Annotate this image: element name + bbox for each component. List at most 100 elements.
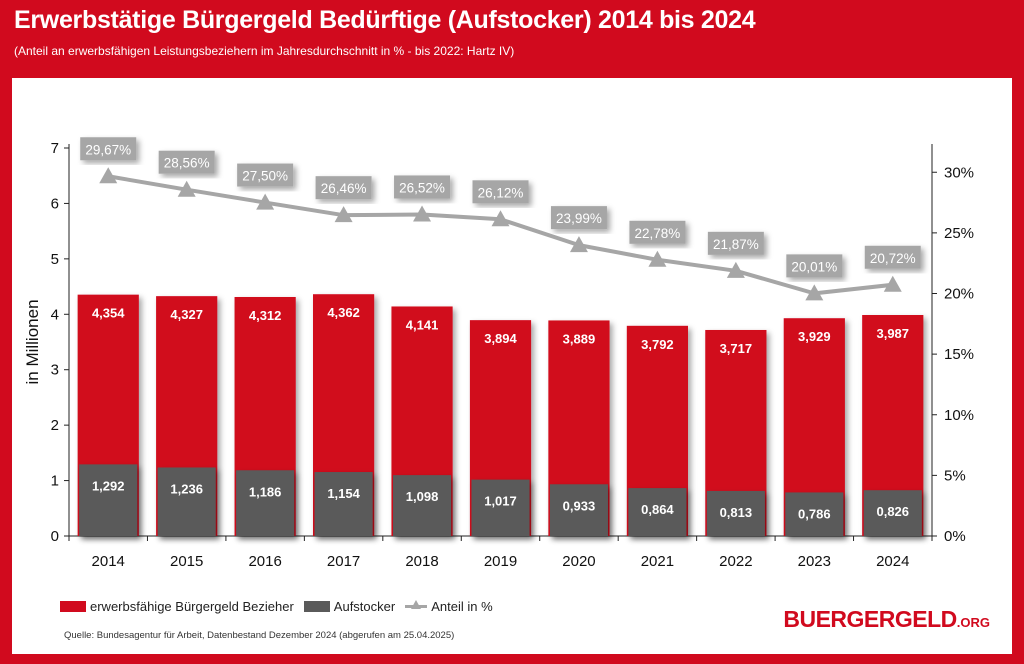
bar-label-primary: 3,894 <box>484 331 517 346</box>
line-label: 27,50% <box>242 169 288 184</box>
line-label: 29,67% <box>85 142 131 157</box>
bar-label-primary: 4,362 <box>327 305 360 320</box>
y-tick-label-left: 0 <box>51 528 59 545</box>
bar-label-secondary: 1,017 <box>484 494 517 509</box>
bar-label-primary: 4,312 <box>249 308 282 323</box>
bar-label-primary: 3,929 <box>798 329 831 344</box>
line-label: 22,78% <box>635 226 681 241</box>
legend-label-secondary: Aufstocker <box>333 598 396 614</box>
brand-suffix: .ORG <box>956 615 990 630</box>
x-tick-label: 2014 <box>92 553 125 570</box>
x-tick-label: 2015 <box>170 553 203 570</box>
chart-panel: 0 1 2 3 4 5 6 7 0% 5% 10% 15% 20% 25% 30% in Millionen 2… <box>12 78 1012 654</box>
chart-title: Erwerbstätige Bürgergeld Bedürftige (Auf… <box>14 6 756 34</box>
line-label-box <box>550 206 607 230</box>
line-label-box <box>394 175 451 199</box>
line-label: 26,52% <box>399 180 445 195</box>
y-tick-label-right: 30% <box>944 164 974 181</box>
bar-label-secondary: 1,292 <box>92 478 125 493</box>
line-marker <box>569 236 588 253</box>
bar-label-secondary: 1,154 <box>327 486 360 501</box>
x-tick-label: 2023 <box>798 553 831 570</box>
brand-logo: BUERGERGELD.ORG <box>783 606 990 633</box>
bar-label-secondary: 0,826 <box>876 504 909 519</box>
line-label-box <box>472 180 529 204</box>
bar-secondary <box>471 479 530 536</box>
bar-label-primary: 3,987 <box>876 326 909 341</box>
line-marker <box>648 250 667 267</box>
line-label: 21,87% <box>713 237 759 252</box>
x-tick-label: 2017 <box>327 553 360 570</box>
bar-secondary <box>393 475 452 536</box>
x-tick-label: 2022 <box>719 553 752 570</box>
line-marker <box>805 284 824 301</box>
line-marker <box>177 180 196 197</box>
line-label-box <box>786 254 843 278</box>
bar-label-secondary: 0,786 <box>798 506 831 521</box>
chart-legend: erwerbsfähige Bürgergeld Bezieher Aufsto… <box>60 596 503 616</box>
line-marker <box>883 275 902 292</box>
x-tick-label: 2019 <box>484 553 517 570</box>
x-tick-label: 2021 <box>641 553 674 570</box>
source-note: Quelle: Bundesagentur für Arbeit, Datenb… <box>64 630 455 641</box>
combo-chart: 0 1 2 3 4 5 6 7 0% 5% 10% 15% 20% 25% 30% in Millionen 2… <box>23 137 974 570</box>
y-tick-label-left: 5 <box>51 251 59 268</box>
line-label-box <box>315 176 372 200</box>
line-label-box <box>80 137 137 161</box>
line-label-box <box>237 163 294 187</box>
line-label-box <box>707 231 764 255</box>
bar-secondary <box>549 484 608 536</box>
legend-label-primary: erwerbsfähige Bürgergeld Bezieher <box>90 598 294 614</box>
line-label: 23,99% <box>556 211 602 226</box>
line-label: 26,12% <box>478 185 524 200</box>
line-label: 20,72% <box>870 251 916 266</box>
line-marker <box>334 206 353 223</box>
bar-label-secondary: 1,186 <box>249 484 282 499</box>
line-marker <box>413 205 432 222</box>
line-label: 26,46% <box>321 181 367 196</box>
legend-item-line: Anteil in % <box>405 598 493 614</box>
y-tick-label-right: 10% <box>944 407 974 424</box>
bar-secondary <box>628 488 687 536</box>
line-marker <box>491 210 510 227</box>
bar-label-secondary: 1,236 <box>170 481 203 496</box>
legend-swatch-secondary <box>303 600 330 612</box>
line-marker <box>99 167 118 184</box>
bar-label-primary: 3,717 <box>720 341 753 356</box>
x-tick-label: 2018 <box>405 553 438 570</box>
legend-item-secondary: Aufstocker <box>303 598 396 614</box>
y-tick-label-right: 25% <box>944 225 974 242</box>
bar-secondary <box>79 464 138 536</box>
line-label: 28,56% <box>164 156 210 171</box>
chart-subtitle: (Anteil an erwerbsfähigen Leistungsbezie… <box>14 44 515 58</box>
line-label-box <box>629 220 686 244</box>
line-label: 20,01% <box>791 259 837 274</box>
brand-name: BUERGERGELD <box>783 606 957 632</box>
bar-label-primary: 4,327 <box>170 307 203 322</box>
bar-secondary <box>785 492 844 536</box>
legend-item-primary: erwerbsfähige Bürgergeld Bezieher <box>60 599 294 614</box>
y-tick-label-left: 3 <box>51 362 59 379</box>
y-tick-label-left: 6 <box>51 195 59 212</box>
y-tick-label-right: 5% <box>944 467 966 484</box>
bar-label-primary: 4,354 <box>92 306 125 321</box>
bar-label-secondary: 0,933 <box>563 498 596 513</box>
y-tick-label-right: 20% <box>944 286 974 303</box>
bar-secondary <box>236 470 295 536</box>
line-marker <box>256 193 275 210</box>
line-label-box <box>864 245 921 269</box>
bar-secondary <box>314 472 373 536</box>
legend-label-line: Anteil in % <box>431 598 493 614</box>
bar-label-primary: 3,792 <box>641 337 674 352</box>
y-axis-title: in Millionen <box>23 299 42 384</box>
bar-label-secondary: 1,098 <box>406 489 439 504</box>
bar-secondary <box>157 467 216 536</box>
y-tick-label-left: 7 <box>51 140 59 157</box>
y-tick-label-left: 2 <box>51 417 59 434</box>
bar-label-secondary: 0,864 <box>641 502 674 517</box>
y-tick-label-right: 0% <box>944 528 966 545</box>
bar-label-primary: 3,889 <box>563 331 596 346</box>
bar-label-primary: 4,141 <box>406 317 439 332</box>
bar-secondary <box>863 490 922 536</box>
y-tick-label-right: 15% <box>944 346 974 363</box>
